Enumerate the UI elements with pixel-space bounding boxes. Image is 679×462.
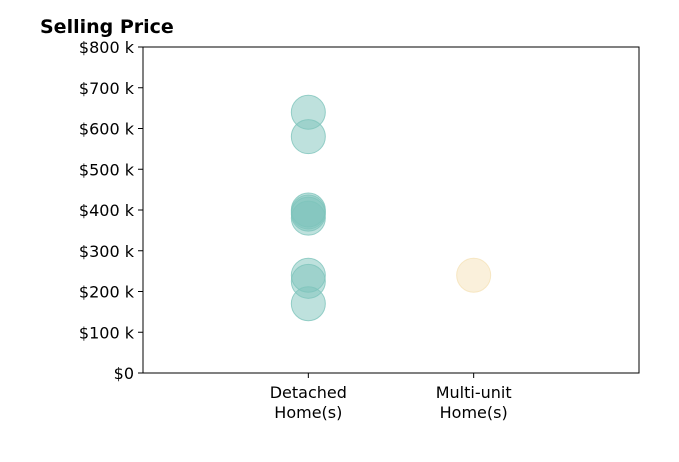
x-tick-label: Multi-unit Home(s) (436, 383, 512, 422)
data-point (456, 257, 492, 293)
y-tick-label: $400 k (79, 201, 135, 220)
y-tick-label: $200 k (79, 283, 135, 302)
data-point (290, 119, 326, 155)
x-tick-label: Detached Home(s) (270, 383, 347, 422)
y-axis: $0 $100 k $200 k $300 k $400 k $500 k $600 k $7… (79, 38, 143, 383)
chart-title: Selling Price (40, 16, 174, 38)
data-point (290, 286, 326, 322)
y-tick-label: $0 (114, 364, 134, 383)
plot-frame (142, 46, 640, 374)
y-tick-label: $700 k (79, 79, 135, 98)
y-tick-label: $600 k (79, 120, 135, 139)
x-axis: Detached Home(s) Multi-unit Home(s) (270, 373, 512, 422)
y-tick-label: $800 k (79, 38, 135, 57)
y-tick-label: $100 k (79, 323, 135, 342)
data-point (290, 200, 326, 236)
y-tick-label: $500 k (79, 160, 135, 179)
y-tick-label: $300 k (79, 242, 135, 261)
points-layer (290, 94, 492, 322)
